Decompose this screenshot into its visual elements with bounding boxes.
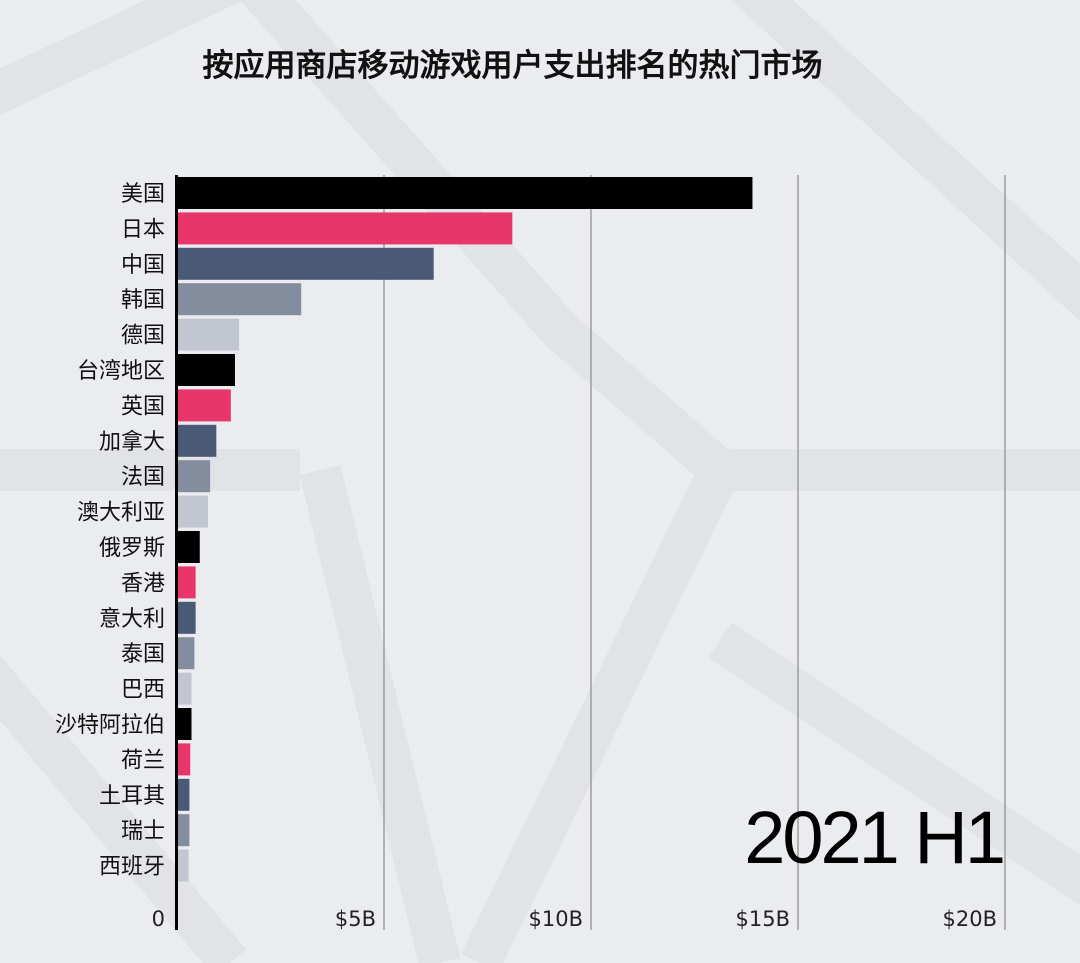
bar [177,318,240,351]
category-label: 法国 [121,465,165,490]
category-label: 英国 [121,394,165,419]
category-label: 台湾地区 [77,359,165,384]
category-label: 土耳其 [99,784,165,809]
category-label: 中国 [121,253,165,278]
bar [177,778,190,811]
bar [177,849,189,882]
bar [177,743,191,776]
x-tick-label: 0 [152,907,165,931]
x-tick-label: $15B [736,907,791,931]
bar [177,247,434,280]
category-label: 意大利 [99,607,165,632]
bar [177,354,235,386]
bar [177,531,200,563]
category-label: 澳大利亚 [77,501,165,526]
x-tick-label: $20B [943,907,998,931]
bar [177,566,196,599]
category-label: 巴西 [121,678,165,703]
x-tick-label: $5B [335,907,376,931]
bar [177,460,211,493]
bar [177,212,513,245]
bar [177,601,196,634]
bar [177,389,231,422]
bar [177,637,195,670]
category-label: 瑞士 [121,819,165,844]
bar [177,495,209,528]
category-label: 德国 [121,324,165,349]
bar [177,708,192,740]
bar [177,177,753,209]
category-label: 沙特阿拉伯 [55,713,165,738]
category-label: 日本 [121,217,165,242]
chart-title: 按应用商店移动游戏用户支出排名的热门市场 [202,48,823,84]
period-label: 2021 H1 [744,796,1006,879]
bar [177,283,302,316]
category-label: 美国 [121,182,165,207]
category-label: 韩国 [121,288,165,313]
bar [177,814,190,847]
bar [177,424,217,457]
x-tick-label: $10B [529,907,584,931]
category-label: 西班牙 [99,855,165,880]
bar [177,672,192,705]
category-label: 香港 [121,571,165,596]
category-label: 荷兰 [121,748,165,773]
category-label: 加拿大 [99,429,165,455]
category-label: 泰国 [121,642,165,667]
category-label: 俄罗斯 [99,536,165,561]
